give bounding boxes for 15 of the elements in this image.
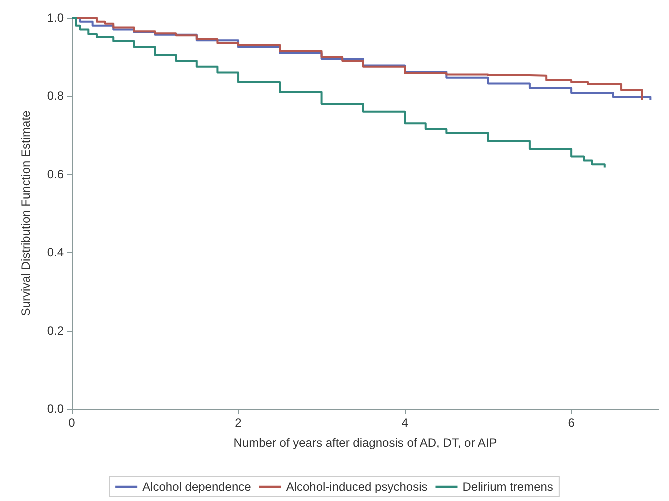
y-tick-label: 0.0 [47, 402, 64, 416]
legend-label: Alcohol dependence [142, 480, 252, 494]
y-tick-label: 0.2 [47, 324, 64, 338]
y-axis-title: Survival Distribution Function Estimate [19, 110, 33, 316]
x-tick-label: 6 [568, 416, 576, 430]
y-tick-label: 0.4 [47, 246, 64, 260]
legend-label: Delirium tremens [462, 480, 554, 494]
y-tick-label: 0.6 [47, 167, 64, 182]
x-tick-label: 4 [402, 416, 409, 430]
legend-label: Alcohol-induced psychosis [286, 480, 428, 494]
x-axis-title: Number of years after diagnosis of AD, DT, or AIP [234, 436, 498, 450]
x-tick-label: 2 [235, 416, 242, 430]
y-tick-label: 0.8 [47, 89, 64, 104]
x-tick-label: 0 [68, 416, 76, 430]
y-tick-label: 1.0 [47, 11, 64, 25]
